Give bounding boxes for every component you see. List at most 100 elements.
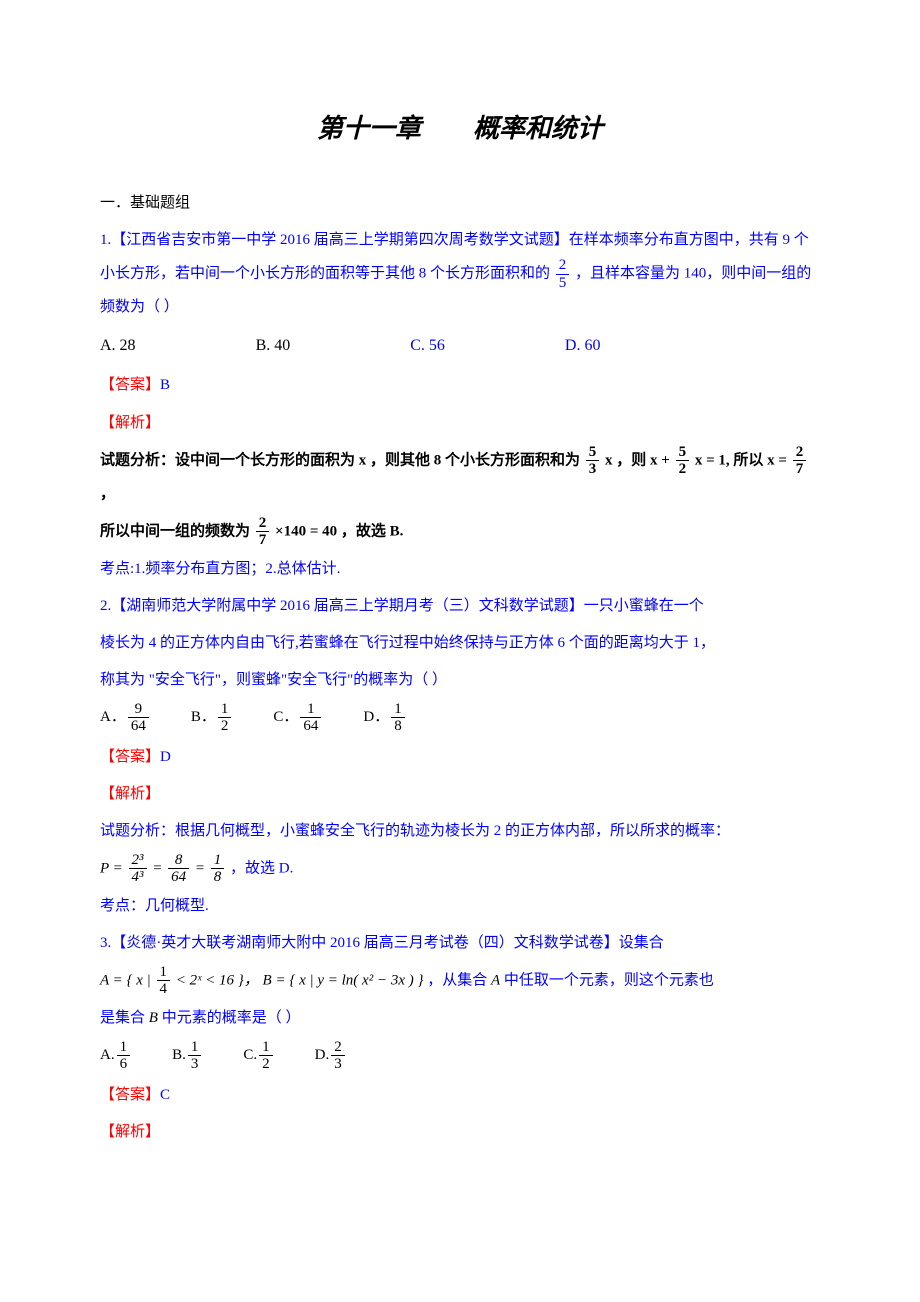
- q1-exp-pre: 试题分析：设中间一个长方形的面积为 x ，则其他 8 个小长方形面积和为: [100, 452, 580, 468]
- answer-value: D: [160, 749, 171, 765]
- frac-den: 3: [586, 461, 600, 478]
- frac-den: 7: [793, 461, 807, 478]
- q3-line2: A = { x | 14 < 2ˣ < 16 }， B = { x | y = …: [100, 964, 820, 998]
- q3-optA: A. 16: [100, 1039, 132, 1073]
- opt-label: A.: [100, 1039, 115, 1072]
- q2-f3: 18: [211, 852, 225, 886]
- q2-kaodian: 考点：几何概型.: [100, 890, 820, 923]
- frac-num: 1: [259, 1039, 273, 1057]
- q1-optD: D. 60: [565, 328, 601, 363]
- q1-answer: 【答案】B: [100, 367, 820, 402]
- optD-frac: 18: [391, 701, 405, 735]
- q3-line1: 3.【炎德·英才大联考湖南师大附中 2016 届高三月考试卷（四）文科数学试卷】…: [100, 927, 820, 960]
- formula-end: ，故选 D.: [230, 860, 293, 876]
- q2-line1: 2.【湖南师范大学附属中学 2016 届高三上学期月考（三）文科数学试题】一只小…: [100, 590, 820, 623]
- q1-exp-line2: 所以中间一组的频数为 27 ×140 = 40 ，故选 B.: [100, 515, 820, 549]
- frac-num: 5: [586, 444, 600, 462]
- q2-f2: 864: [168, 852, 189, 886]
- eq1: =: [152, 860, 162, 876]
- frac-den: 8: [211, 869, 225, 886]
- q2-formula: P = 2³4³ = 864 = 18 ，故选 D.: [100, 852, 820, 886]
- eq2: =: [195, 860, 205, 876]
- q2-optB: B． 12: [191, 701, 234, 735]
- frac-den: 3: [188, 1056, 202, 1073]
- q2-f1: 2³4³: [129, 852, 147, 886]
- q2-line2: 棱长为 4 的正方体内自由飞行,若蜜蜂在飞行过程中始终保持与正方体 6 个面的距…: [100, 627, 820, 660]
- q3-exp-label: 【解析】: [100, 1116, 820, 1149]
- q1-optB: B. 40: [256, 328, 291, 363]
- q1-optA: A. 28: [100, 328, 136, 363]
- q1-exp-line1: 试题分析：设中间一个长方形的面积为 x ，则其他 8 个小长方形面积和为 53 …: [100, 444, 820, 511]
- frac-num: 1: [211, 852, 225, 870]
- q1-exp-f4: 27: [256, 515, 270, 549]
- q3-options: A. 16 B. 13 C. 12 D. 23: [100, 1039, 820, 1073]
- frac-den: 3: [331, 1056, 345, 1073]
- optA-frac: 964: [128, 701, 149, 735]
- q1-kaodian: 考点:1.频率分布直方图；2.总体估计.: [100, 553, 820, 586]
- frac-den: 2: [218, 718, 232, 735]
- frac-num: 1: [218, 701, 232, 719]
- q3-optD: D. 23: [315, 1039, 347, 1073]
- q1-options: A. 28 B. 40 C. 56 D. 60: [100, 328, 820, 363]
- frac-den: 7: [256, 532, 270, 549]
- frac-den: 64: [168, 869, 189, 886]
- q1-exp-f3: 27: [793, 444, 807, 478]
- frac-num: 1: [391, 701, 405, 719]
- frac-den: 2: [259, 1056, 273, 1073]
- optC-frac: 12: [259, 1039, 273, 1073]
- opt-label: A．: [100, 701, 126, 734]
- q1-exp-end: ，: [100, 486, 115, 502]
- frac-den: 4³: [129, 869, 147, 886]
- q2-exp-line1: 试题分析：根据几何概型，小蜜蜂安全飞行的轨迹为棱长为 2 的正方体内部，所以所求…: [100, 815, 820, 848]
- answer-label: 【答案】: [100, 749, 160, 765]
- frac-den: 5: [556, 275, 570, 292]
- q1-text: 1.【江西省吉安市第一中学 2016 届高三上学期第四次周考数学文试题】在样本频…: [100, 224, 820, 324]
- frac-num: 9: [128, 701, 149, 719]
- q1-exp2-pre: 所以中间一组的频数为: [100, 523, 250, 539]
- q1-fraction: 2 5: [556, 257, 570, 291]
- frac-num: 1: [188, 1039, 202, 1057]
- q1-exp-label: 【解析】: [100, 407, 820, 440]
- q2-optA: A． 964: [100, 701, 151, 735]
- q2-exp-label: 【解析】: [100, 778, 820, 811]
- frac-den: 4: [157, 981, 171, 998]
- frac-num: 5: [676, 444, 690, 462]
- q1-exp-f2: 52: [676, 444, 690, 478]
- chapter-title: 第十一章 概率和统计: [100, 100, 820, 157]
- optD-frac: 23: [331, 1039, 345, 1073]
- q2-line3: 称其为 "安全飞行"，则蜜蜂"安全飞行"的概率为（ ）: [100, 664, 820, 697]
- opt-label: C.: [243, 1039, 257, 1072]
- frac-den: 8: [391, 718, 405, 735]
- optA-frac: 16: [117, 1039, 131, 1073]
- answer-label: 【答案】: [100, 377, 160, 393]
- q1-optC: C. 56: [410, 328, 445, 363]
- optC-frac: 164: [300, 701, 321, 735]
- q2-optD: D． 18: [363, 701, 406, 735]
- frac-den: 2: [676, 461, 690, 478]
- q3-f1: 14: [157, 964, 171, 998]
- frac-num: 2: [331, 1039, 345, 1057]
- section-heading: 一．基础题组: [100, 187, 820, 220]
- q3-line3: 是集合 B 中元素的概率是（ ）: [100, 1002, 820, 1035]
- frac-num: 2: [256, 515, 270, 533]
- answer-label: 【答案】: [100, 1087, 160, 1103]
- frac-num: 2: [556, 257, 570, 275]
- frac-num: 1: [300, 701, 321, 719]
- optB-frac: 13: [188, 1039, 202, 1073]
- q2-optC: C． 164: [273, 701, 323, 735]
- frac-num: 1: [157, 964, 171, 982]
- opt-label: C．: [273, 701, 298, 734]
- q3-optC: C. 12: [243, 1039, 274, 1073]
- opt-label: D.: [315, 1039, 330, 1072]
- answer-value: C: [160, 1087, 170, 1103]
- q3-line2-pre: A = { x |: [100, 972, 151, 988]
- q1-exp-f1: 53: [586, 444, 600, 478]
- formula-pre: P =: [100, 860, 123, 876]
- frac-num: 1: [117, 1039, 131, 1057]
- optB-frac: 12: [218, 701, 232, 735]
- opt-label: D．: [363, 701, 389, 734]
- q2-options: A． 964 B． 12 C． 164 D． 18: [100, 701, 820, 735]
- frac-num: 8: [168, 852, 189, 870]
- opt-label: B．: [191, 701, 216, 734]
- frac-den: 64: [300, 718, 321, 735]
